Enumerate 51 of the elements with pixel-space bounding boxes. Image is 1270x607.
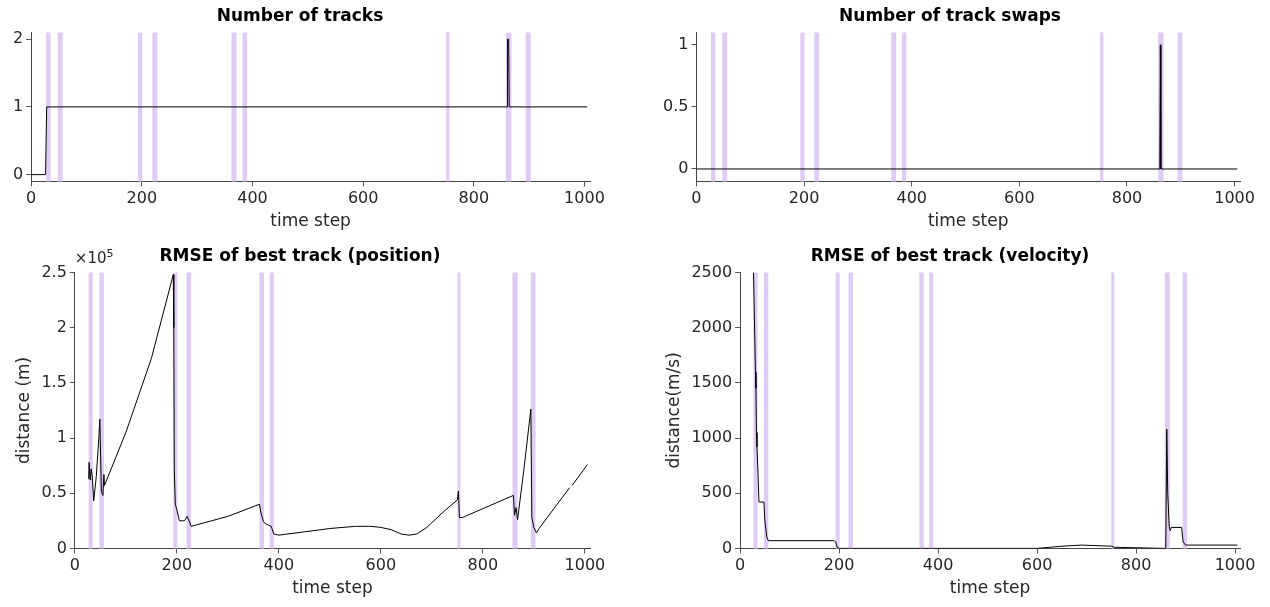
y-axis-title: distance(m/s) xyxy=(662,352,683,469)
chart-title: Number of tracks xyxy=(216,4,384,25)
x-tick-label: 800 xyxy=(458,188,490,208)
y-tick-label: 2.5 xyxy=(41,261,67,281)
x-tick-label: 0 xyxy=(26,188,37,208)
y-tick-label: 1500 xyxy=(691,371,733,391)
x-tick-label: 0 xyxy=(735,555,746,575)
y-tick-label: 0 xyxy=(12,163,24,183)
y-tick-label: 2000 xyxy=(691,316,733,336)
chart-title: RMSE of best track (position) xyxy=(159,244,441,265)
x-tick-label: 1000 xyxy=(1214,188,1255,208)
x-axis-title: time step xyxy=(270,210,351,231)
x-tick-label: 800 xyxy=(1111,188,1143,208)
x-tick-label: 400 xyxy=(263,555,295,575)
x-tick-label: 1000 xyxy=(564,188,605,208)
y-tick-label: 0 xyxy=(678,158,689,178)
y-tick-label: 0 xyxy=(721,537,733,557)
x-tick-label: 600 xyxy=(1021,555,1053,575)
x-tick-label: 600 xyxy=(347,188,379,208)
x-tick-label: 1000 xyxy=(564,555,606,575)
x-tick-label: 200 xyxy=(823,555,855,575)
x-tick-label: 600 xyxy=(365,555,397,575)
x-tick-label: 1000 xyxy=(1214,555,1256,575)
y-tick-label: 0.5 xyxy=(662,96,689,116)
chart-title: Number of track swaps xyxy=(839,4,1061,25)
y-tick-label: 1 xyxy=(12,96,24,116)
x-tick-label: 200 xyxy=(161,555,193,575)
x-tick-label: 800 xyxy=(1120,555,1152,575)
y-tick-label: 1.5 xyxy=(41,371,67,391)
x-tick-label: 200 xyxy=(788,188,820,208)
y-tick-label: 2 xyxy=(12,28,24,48)
x-tick-label: 400 xyxy=(922,555,954,575)
x-tick-label: 0 xyxy=(69,555,80,575)
x-tick-label: 800 xyxy=(467,555,499,575)
y-tick-label: 0.5 xyxy=(41,482,67,502)
y-tick-label: 1000 xyxy=(691,427,733,447)
x-axis-title: time step xyxy=(949,577,1031,598)
y-tick-label: 0 xyxy=(56,537,67,557)
x-tick-label: 400 xyxy=(896,188,927,208)
chart-title: RMSE of best track (velocity) xyxy=(810,244,1090,265)
y-tick-label: 500 xyxy=(701,482,733,502)
x-tick-label: 400 xyxy=(237,188,268,208)
x-axis-title: time step xyxy=(927,210,1009,231)
y-tick-label: 1 xyxy=(56,427,67,447)
x-tick-label: 600 xyxy=(1004,188,1035,208)
y-tick-label: 2500 xyxy=(691,261,733,281)
x-axis-title: time step xyxy=(292,577,373,598)
x-tick-label: 200 xyxy=(126,188,158,208)
y-tick-label: 1 xyxy=(678,33,689,53)
y-tick-label: 2 xyxy=(56,316,67,336)
y-axis-title: distance (m) xyxy=(12,356,33,465)
